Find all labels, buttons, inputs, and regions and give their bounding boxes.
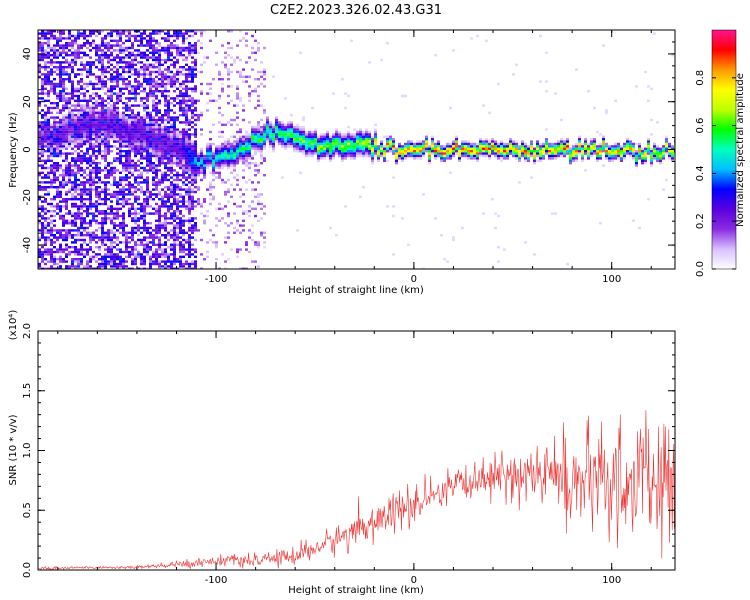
colorbar-tick-label: 0.6 — [695, 118, 706, 134]
y-tick-label: 0 — [22, 146, 33, 152]
colorbar-ticks: 0.0 0.2 0.4 0.6 0.8 — [695, 70, 736, 277]
spectrogram-y-axis-label: Frequency (Hz) — [8, 112, 19, 188]
spectrogram-x-axis-label: Height of straight line (km) — [288, 285, 424, 296]
snr-x-axis-label: Height of straight line (km) — [288, 585, 424, 596]
colorbar-tick-label: 0.4 — [695, 165, 706, 181]
y-tick-label: 20 — [22, 95, 33, 108]
snr-panel: -100 0 100 0.0 0.5 1.0 1.5 2.0 Height of strai… — [8, 310, 676, 596]
snr-series-line — [37, 410, 676, 571]
y-tick-label: 2.0 — [22, 323, 33, 339]
spectrogram-panel: -100 0 100 -40 -20 0 20 40 Height of straight … — [8, 29, 676, 296]
snr-y-axis-label: SNR (10 * v/v) — [8, 414, 19, 485]
snr-y-multiplier: (x10⁴) — [8, 310, 19, 341]
x-tick-label: 100 — [602, 274, 621, 285]
colorbar-gradient — [712, 30, 736, 269]
x-tick-label: -100 — [205, 274, 228, 285]
x-tick-label: 0 — [411, 274, 417, 285]
y-tick-label: -20 — [22, 189, 33, 205]
x-tick-label: -100 — [205, 575, 228, 586]
colorbar-frame — [711, 29, 737, 270]
colorbar: 0.0 0.2 0.4 0.6 0.8 Normalized spectral ampl… — [695, 29, 746, 277]
spectrogram-x-ticks: -100 0 100 — [57, 30, 652, 285]
snr-y-ticks: 0.0 0.5 1.0 1.5 2.0 — [22, 323, 675, 578]
y-tick-label: 40 — [22, 48, 33, 61]
x-tick-label: 100 — [602, 575, 621, 586]
spectrogram-image — [38, 30, 675, 269]
y-tick-label: 1.5 — [22, 383, 33, 399]
x-tick-label: 0 — [411, 575, 417, 586]
y-tick-label: 1.0 — [22, 443, 33, 459]
y-tick-label: -40 — [22, 237, 33, 253]
colorbar-tick-label: 0.2 — [695, 213, 706, 229]
y-tick-label: 0.5 — [22, 502, 33, 518]
figure-title: C2E2.2023.326.02.43.G31 — [270, 3, 442, 18]
spectrogram-y-ticks: -40 -20 0 20 40 — [22, 29, 675, 270]
colorbar-tick-label: 0.0 — [695, 261, 706, 277]
snr-frame — [37, 330, 676, 571]
colorbar-tick-label: 0.8 — [695, 70, 706, 86]
colorbar-label: Normalized spectral amplitude — [735, 73, 746, 227]
y-tick-label: 0.0 — [22, 562, 33, 578]
snr-x-ticks: -100 0 100 — [57, 331, 652, 586]
